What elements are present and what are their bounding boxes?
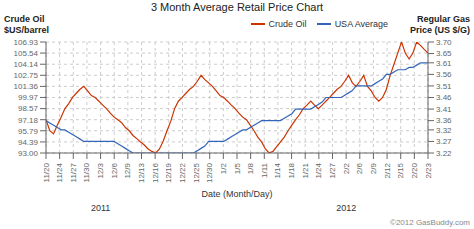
svg-text:12/22: 12/22: [178, 162, 187, 183]
svg-text:3.41: 3.41: [436, 105, 452, 114]
svg-text:11/20: 11/20: [42, 162, 51, 182]
svg-text:2012: 2012: [336, 203, 356, 213]
svg-text:11/30: 11/30: [82, 162, 91, 182]
svg-text:3.46: 3.46: [436, 93, 452, 102]
svg-text:1/14: 1/14: [273, 162, 282, 178]
svg-text:3.32: 3.32: [436, 126, 452, 135]
svg-text:1/2: 1/2: [219, 162, 228, 174]
svg-text:12/16: 12/16: [151, 162, 160, 183]
svg-text:98.57: 98.57: [18, 104, 39, 113]
svg-text:12/9: 12/9: [123, 162, 132, 178]
html-text:USA Average: USA Average: [334, 19, 388, 29]
svg-text:Date (Month/Day): Date (Month/Day): [201, 189, 272, 199]
svg-text:1/11: 1/11: [260, 162, 269, 178]
html-text:3 Month Average Retail Price C: 3 Month Average Retail Price Chart: [150, 1, 324, 13]
svg-text:3.36: 3.36: [436, 116, 452, 125]
svg-text:2/15: 2/15: [396, 162, 405, 178]
svg-text:95.79: 95.79: [18, 127, 39, 136]
svg-text:3.27: 3.27: [436, 137, 452, 146]
svg-text:104.14: 104.14: [14, 60, 39, 69]
svg-text:97.18: 97.18: [18, 116, 39, 125]
html-text:©2012 GasBuddy.com: ©2012 GasBuddy.com: [390, 218, 470, 227]
html-text:Regular Gas: Regular Gas: [417, 14, 470, 24]
svg-text:11/24: 11/24: [55, 162, 64, 182]
html-text:Price (US $/G): Price (US $/G): [410, 25, 470, 35]
svg-text:1/8: 1/8: [246, 162, 255, 174]
svg-text:3.22: 3.22: [436, 149, 452, 158]
svg-text:101.36: 101.36: [14, 82, 39, 91]
svg-text:12/19: 12/19: [164, 162, 173, 183]
html-text:Crude Oil: Crude Oil: [4, 14, 45, 24]
svg-text:1/18: 1/18: [287, 162, 296, 178]
svg-text:1/5: 1/5: [233, 162, 242, 174]
svg-text:93.00: 93.00: [18, 149, 39, 158]
svg-text:2011: 2011: [91, 203, 110, 213]
svg-text:3.70: 3.70: [436, 38, 452, 47]
svg-text:2/12: 2/12: [383, 162, 392, 178]
svg-text:12/30: 12/30: [205, 162, 214, 183]
svg-text:12/3: 12/3: [96, 162, 105, 178]
svg-text:105.54: 105.54: [14, 49, 39, 58]
svg-text:12/6: 12/6: [110, 162, 119, 178]
svg-text:3.61: 3.61: [436, 59, 452, 68]
svg-text:94.39: 94.39: [18, 138, 39, 147]
svg-text:3.65: 3.65: [436, 49, 452, 58]
svg-text:1/27: 1/27: [328, 162, 337, 178]
svg-text:2/6: 2/6: [355, 162, 364, 174]
svg-text:1/24: 1/24: [314, 162, 323, 178]
svg-text:2/9: 2/9: [369, 162, 378, 174]
svg-text:2/23: 2/23: [424, 162, 433, 178]
svg-text:12/13: 12/13: [137, 162, 146, 183]
svg-text:2/2: 2/2: [342, 162, 351, 174]
svg-text:99.97: 99.97: [18, 93, 39, 102]
svg-text:12/25: 12/25: [192, 162, 201, 183]
svg-text:11/27: 11/27: [69, 162, 78, 182]
svg-text:3.56: 3.56: [436, 70, 452, 79]
svg-text:106.93: 106.93: [14, 38, 39, 47]
html-text:$US/barrel: $US/barrel: [4, 25, 49, 35]
svg-text:2/20: 2/20: [410, 162, 419, 178]
svg-text:3.51: 3.51: [436, 82, 452, 91]
svg-text:1/21: 1/21: [301, 162, 310, 178]
svg-text:102.75: 102.75: [14, 71, 39, 80]
html-text:Crude Oil: Crude Oil: [268, 19, 307, 29]
